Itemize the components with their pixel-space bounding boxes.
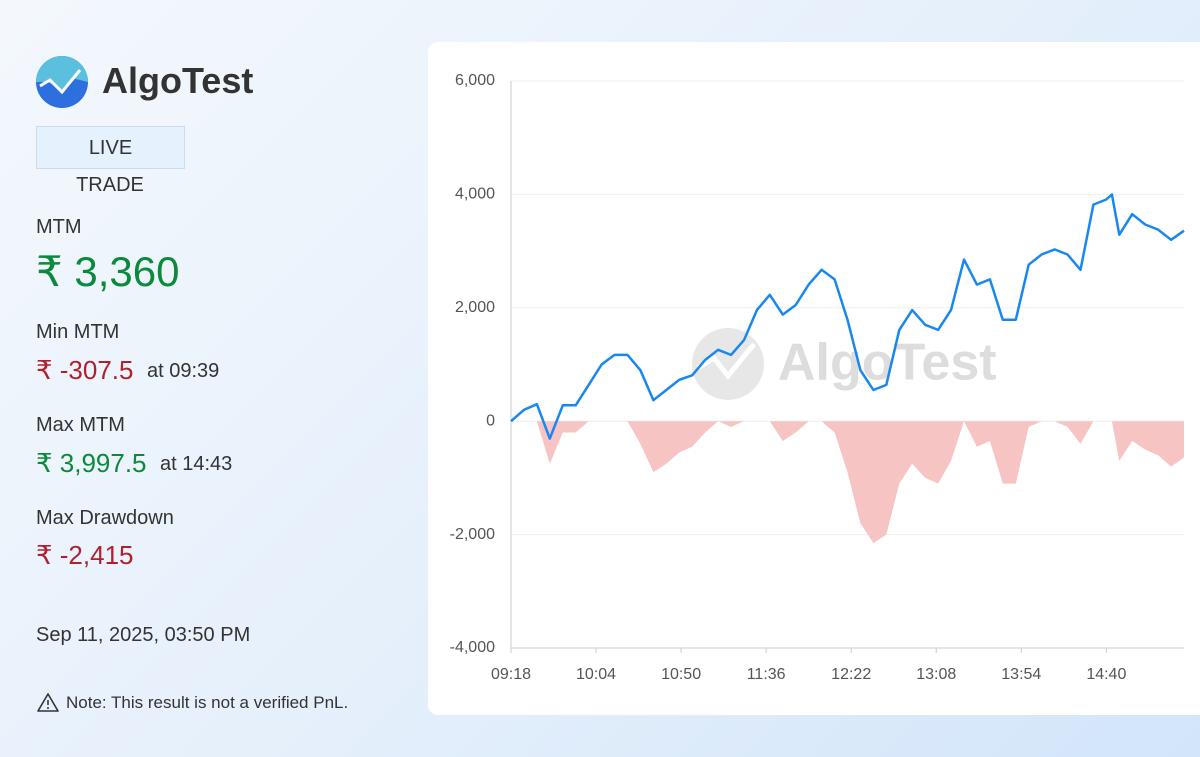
mtm-line	[510, 193, 1185, 440]
min-label: Min MTM	[36, 321, 120, 343]
min-time: at 09:39	[147, 360, 220, 382]
y-tick-label: 2,000	[455, 299, 495, 316]
x-tick-label: 11:36	[747, 666, 786, 683]
brand: AlgoTest	[102, 60, 254, 101]
note: Note: This result is not a verified PnL.	[66, 693, 349, 712]
y-tick-label: -2,000	[450, 526, 495, 543]
max-value: ₹ 3,997.5	[36, 448, 147, 478]
timestamp: Sep 11, 2025, 03:50 PM	[36, 624, 251, 646]
min-value: ₹ -307.5	[36, 355, 134, 385]
y-tick-label: 4,000	[455, 186, 495, 203]
live-badge[interactable]: LIVE	[36, 126, 185, 169]
drawdown-area	[511, 421, 1184, 544]
trade-label: TRADE	[76, 174, 144, 196]
chart-card	[428, 42, 1200, 715]
chart: AlgoTest -4,000-2,00002,0004,0006,00009:…	[450, 72, 1185, 683]
y-tick-label: 0	[486, 412, 495, 429]
x-tick-label: 13:08	[916, 666, 956, 683]
x-tick-label: 13:54	[1001, 666, 1041, 683]
max-label: Max MTM	[36, 414, 125, 436]
mtm-label: MTM	[36, 216, 82, 238]
x-tick-label: 14:40	[1086, 666, 1126, 683]
x-tick-label: 12:22	[831, 666, 871, 683]
y-tick-label: -4,000	[450, 639, 495, 656]
warning-icon	[37, 693, 59, 712]
max-time: at 14:43	[160, 453, 233, 475]
logo-icon	[36, 56, 88, 108]
watermark-icon	[692, 328, 764, 400]
x-tick-label: 10:50	[661, 666, 701, 683]
dd-value: ₹ -2,415	[36, 540, 134, 570]
mtm-value: ₹ 3,360	[36, 248, 180, 295]
x-tick-label: 09:18	[491, 666, 531, 683]
dd-label: Max Drawdown	[36, 507, 174, 529]
x-tick-label: 10:04	[576, 666, 616, 683]
y-tick-label: 6,000	[455, 72, 495, 89]
